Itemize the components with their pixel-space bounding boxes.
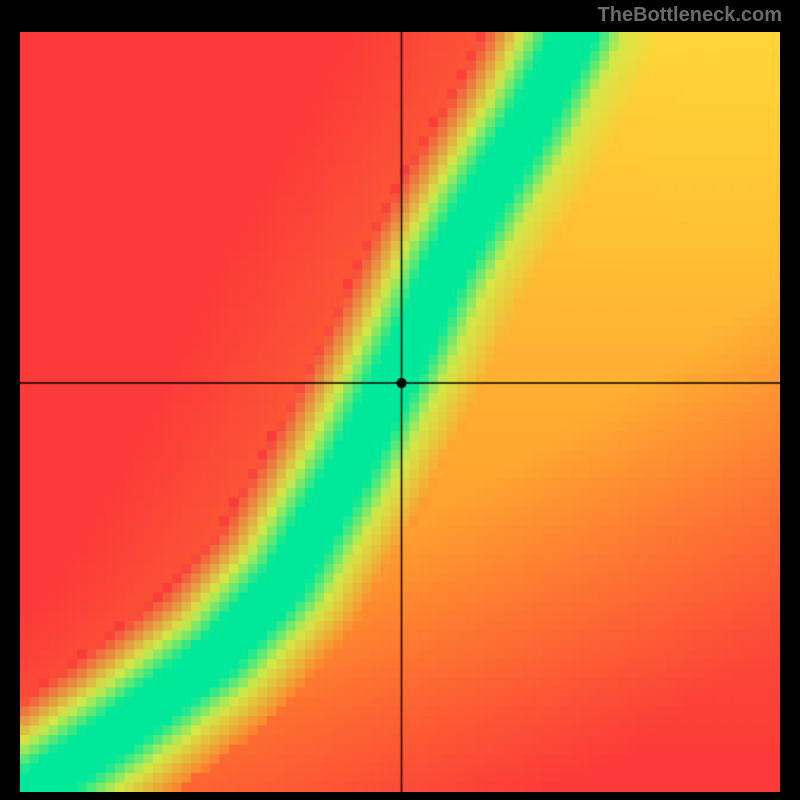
heatmap-canvas	[20, 32, 780, 792]
heatmap-plot	[20, 32, 780, 792]
watermark-text: TheBottleneck.com	[598, 4, 782, 27]
